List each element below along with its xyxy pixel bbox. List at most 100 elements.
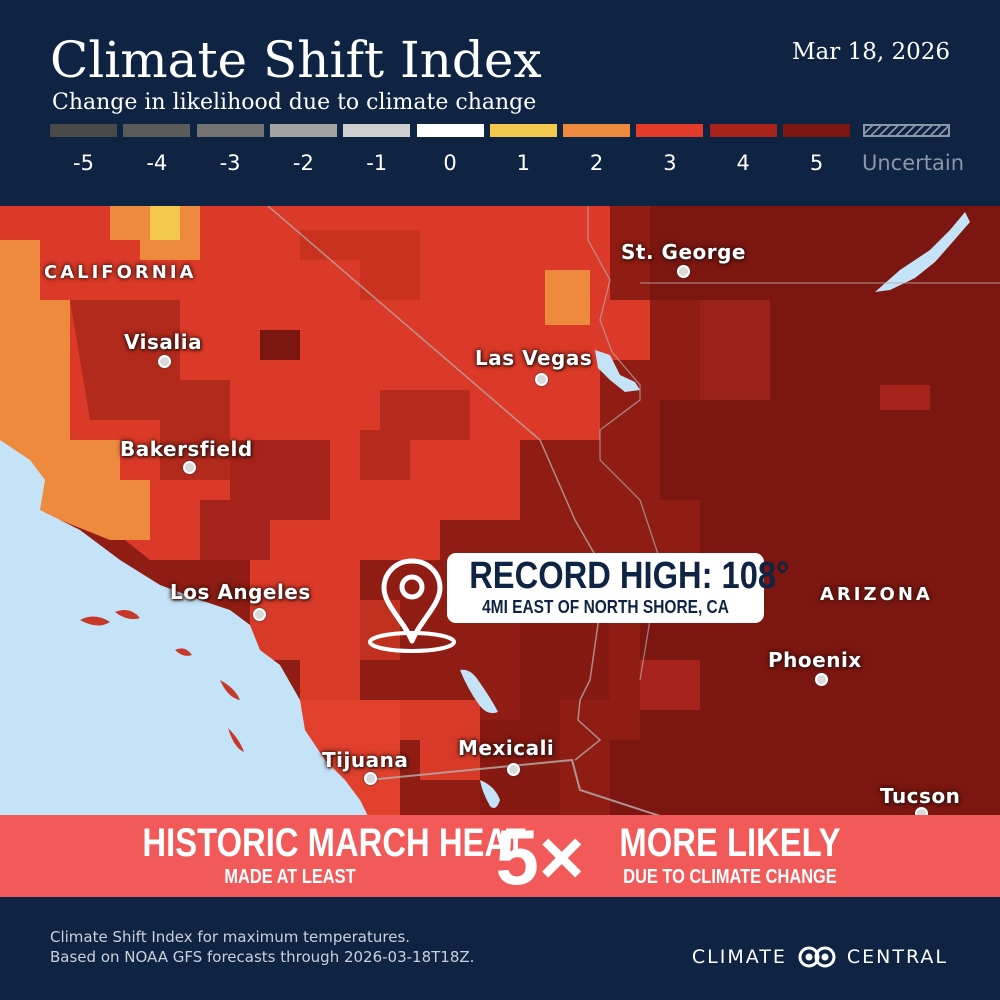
legend-item-4: 4 [709, 124, 777, 184]
island [80, 616, 110, 626]
city-label-los-angeles: Los Angeles [170, 580, 311, 604]
banner-right-headline: MORE LIKELY [619, 821, 841, 865]
region-label-california: CALIFORNIA [44, 262, 197, 283]
legend-label: 0 [443, 151, 457, 175]
legend-label: 1 [516, 151, 530, 175]
legend-swatch [269, 124, 337, 137]
page-subtitle: Change in likelihood due to climate chan… [52, 90, 537, 115]
legend-item-minus-2: -2 [269, 124, 337, 184]
legend-item-uncertain: Uncertain [862, 124, 964, 184]
legend-item-3: 3 [636, 124, 704, 184]
legend-label: -4 [146, 151, 168, 175]
legend-label: Uncertain [861, 151, 965, 175]
legend-item-5: 5 [783, 124, 850, 184]
record-high-location: 4MI EAST OF NORTH SHORE, CA [482, 597, 729, 617]
island [228, 728, 244, 752]
legend-swatch [709, 124, 777, 137]
city-label-tucson: Tucson [880, 784, 961, 808]
map-area: CALIFORNIA ARIZONA St. George Visalia La… [0, 206, 1000, 816]
mexico-border [367, 758, 661, 816]
footer: Climate Shift Index for maximum temperat… [0, 897, 1000, 1000]
city-label-st-george: St. George [621, 240, 746, 264]
legend-swatch [563, 124, 631, 137]
island [220, 680, 240, 700]
legend-swatch [50, 124, 117, 137]
csi-zone-3-patch [300, 230, 420, 300]
date-label: Mar 18, 2026 [792, 39, 950, 65]
legend-item-2: 2 [563, 124, 631, 184]
csi-zone-1 [150, 206, 180, 240]
city-label-mexicali: Mexicali [458, 736, 555, 760]
page-title: Climate Shift Index [50, 31, 542, 89]
legend-item-minus-3: -3 [196, 124, 264, 184]
legend: -5 -4 -3 -2 -1 0 [50, 124, 964, 184]
lake-powell [875, 212, 970, 292]
csi-zone-3-patch [250, 600, 360, 700]
record-high-callout: RECORD HIGH: 108° 4MI EAST OF NORTH SHOR… [447, 553, 790, 623]
city-marker [364, 772, 377, 785]
csi-zone-5-patch [260, 330, 300, 360]
city-label-phoenix: Phoenix [768, 648, 862, 672]
record-high-title: RECORD HIGH: 108° [469, 555, 790, 597]
legend-item-0: 0 [416, 124, 484, 184]
brand-text-left: CLIMATE [691, 946, 787, 968]
map-svg [0, 206, 1000, 816]
legend-swatch [489, 124, 557, 137]
city-marker [507, 763, 520, 776]
legend-item-minus-1: -1 [343, 124, 411, 184]
header: Climate Shift Index Change in likelihood… [0, 0, 1000, 206]
island [115, 610, 140, 620]
legend-swatch-hatched [863, 124, 950, 137]
city-marker [677, 265, 690, 278]
legend-label: 3 [663, 151, 677, 175]
legend-item-minus-5: -5 [50, 124, 117, 184]
city-label-las-vegas: Las Vegas [475, 346, 593, 370]
csi-zone-4-patch [880, 385, 930, 410]
legend-label: -1 [366, 151, 388, 175]
footer-note-1: Climate Shift Index for maximum temperat… [50, 928, 411, 946]
headline-banner: HISTORIC MARCH HEAT MADE AT LEAST 5× MOR… [0, 813, 1000, 901]
city-label-visalia: Visalia [124, 330, 203, 354]
banner-left-headline: HISTORIC MARCH HEAT [142, 821, 526, 865]
csi-zone-3-patch [400, 700, 480, 780]
legend-item-minus-4: -4 [123, 124, 191, 184]
csi-zone-5 [480, 560, 610, 816]
island [175, 648, 192, 656]
legend-swatch [783, 124, 850, 137]
csi-zone-4-patch [70, 300, 230, 480]
city-label-bakersfield: Bakersfield [120, 437, 253, 461]
legend-label: 4 [736, 151, 750, 175]
city-marker [183, 461, 196, 474]
footer-note-2: Based on NOAA GFS forecasts through 2026… [50, 948, 475, 966]
city-marker [158, 355, 171, 368]
lake-mead [595, 350, 640, 392]
legend-label: -5 [73, 151, 94, 175]
brand-text-right: CENTRAL [846, 946, 948, 968]
legend-swatch [196, 124, 264, 137]
csi-zone-2 [0, 240, 150, 540]
lake [480, 780, 500, 808]
legend-swatch [416, 124, 484, 137]
legend-swatch [636, 124, 704, 137]
banner-multiplier: 5× [495, 813, 585, 901]
city-marker [815, 673, 828, 686]
csi-zone-3-patch [300, 700, 400, 816]
region-label-arizona: ARIZONA [820, 584, 933, 605]
city-label-tijuana: Tijuana [322, 748, 409, 772]
legend-label: -3 [219, 151, 241, 175]
state-border-ca [267, 206, 602, 761]
city-marker [915, 807, 928, 816]
location-pin-icon [362, 553, 462, 657]
legend-swatch [123, 124, 191, 137]
city-marker [253, 608, 266, 621]
pacific-ocean [0, 440, 368, 816]
legend-label: 5 [809, 151, 824, 175]
legend-swatch [343, 124, 411, 137]
banner-right-subline: DUE TO CLIMATE CHANGE [623, 866, 837, 888]
csi-zone-2 [545, 270, 590, 325]
csi-zone-4-patch [700, 300, 770, 400]
salton-sea [460, 669, 498, 714]
csi-zone-4-patch [640, 660, 700, 710]
climate-central-logo: CLIMATE CENTRAL [692, 945, 948, 969]
